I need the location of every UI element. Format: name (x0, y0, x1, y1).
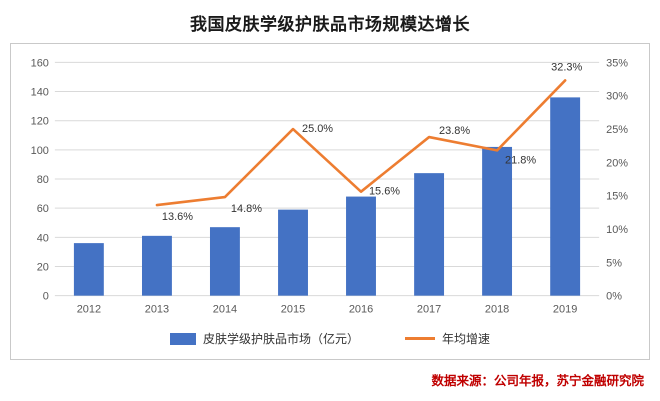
bar-series-swatch-icon (169, 332, 196, 345)
svg-text:120: 120 (31, 116, 49, 128)
svg-text:14.8%: 14.8% (231, 203, 262, 215)
svg-text:13.6%: 13.6% (162, 211, 193, 223)
svg-text:100: 100 (31, 145, 49, 157)
svg-text:0: 0 (43, 291, 49, 303)
chart-title: 我国皮肤学级护肤品市场规模达增长 (190, 15, 470, 34)
svg-text:2014: 2014 (213, 304, 237, 316)
svg-text:2016: 2016 (349, 304, 373, 316)
legend: 皮肤学级护肤品市场（亿元） 年均增速 (15, 322, 645, 357)
svg-text:40: 40 (37, 232, 49, 244)
svg-text:21.8%: 21.8% (505, 154, 536, 166)
data-source-note: 数据来源：公司年报，苏宁金融研究院 (431, 374, 644, 388)
svg-text:15.6%: 15.6% (369, 186, 400, 198)
svg-text:2019: 2019 (553, 304, 577, 316)
svg-text:30%: 30% (606, 91, 628, 103)
svg-text:60: 60 (37, 203, 49, 215)
svg-text:160: 160 (31, 57, 49, 69)
svg-text:2013: 2013 (145, 304, 169, 316)
svg-text:25%: 25% (606, 124, 628, 136)
line-series-swatch-icon (405, 337, 435, 340)
legend-item-bar-series[interactable]: 皮肤学级护肤品市场（亿元） (169, 330, 359, 347)
svg-text:2015: 2015 (281, 304, 305, 316)
chart-area: 0 20 40 60 80 100 120 140 160 0% 5% 10% 15% 20% 25% 30%… (10, 43, 650, 360)
svg-text:2012: 2012 (77, 304, 101, 316)
svg-text:140: 140 (31, 87, 49, 99)
svg-text:10%: 10% (606, 224, 628, 236)
line-series-label: 年均增速 (442, 332, 491, 346)
svg-text:25.0%: 25.0% (302, 123, 333, 135)
bar-series-label: 皮肤学级护肤品市场（亿元） (202, 332, 359, 346)
svg-text:32.3%: 32.3% (551, 61, 582, 73)
svg-text:15%: 15% (606, 191, 628, 203)
svg-text:80: 80 (37, 174, 49, 186)
svg-text:2018: 2018 (485, 304, 509, 316)
combo-bar-line-chart: 0 20 40 60 80 100 120 140 160 0% 5% 10% 15% 20% 25% 30%… (31, 57, 629, 316)
svg-text:23.8%: 23.8% (439, 125, 470, 137)
legend-item-line-series[interactable]: 年均增速 (405, 330, 490, 347)
svg-text:2017: 2017 (417, 304, 441, 316)
svg-text:20%: 20% (606, 157, 628, 169)
svg-text:0%: 0% (606, 291, 622, 303)
svg-text:20: 20 (37, 261, 49, 273)
svg-text:5%: 5% (606, 257, 622, 269)
svg-text:35%: 35% (606, 57, 628, 69)
